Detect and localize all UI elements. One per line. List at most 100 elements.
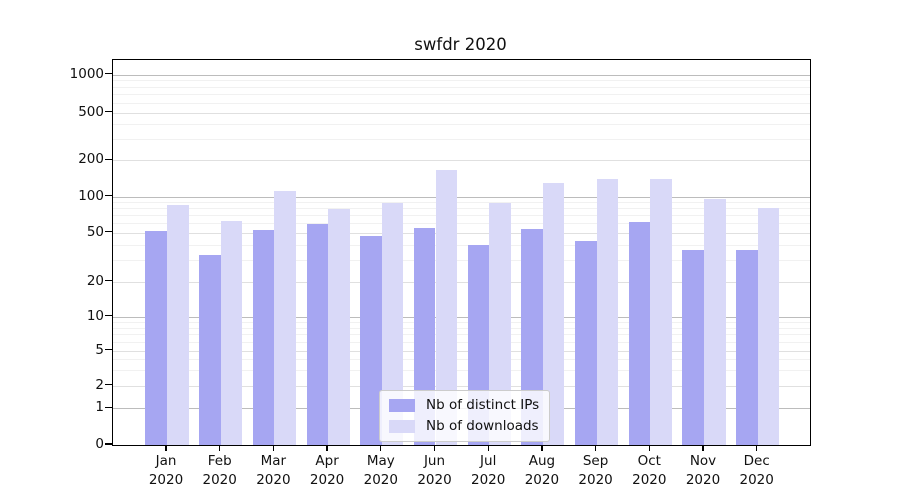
x-tick-mark xyxy=(326,445,328,451)
x-tick-label: Dec 2020 xyxy=(739,453,774,488)
bar xyxy=(167,205,189,445)
gridline xyxy=(113,86,810,88)
gridline xyxy=(113,359,810,360)
bar xyxy=(252,229,275,445)
x-tick-mark xyxy=(702,445,704,451)
x-tick-mark xyxy=(487,445,489,451)
legend-label-distinct-ips: Nb of distinct IPs xyxy=(426,397,540,413)
y-tick-mark xyxy=(105,110,112,113)
gridline xyxy=(113,350,810,352)
bar xyxy=(145,230,167,445)
x-tick-label: Mar 2020 xyxy=(256,453,291,488)
gridline xyxy=(113,259,810,261)
gridline xyxy=(113,385,810,387)
legend-item-downloads: Nb of downloads xyxy=(389,418,539,434)
gridline xyxy=(113,112,810,114)
bar xyxy=(757,208,780,445)
y-tick-mark xyxy=(105,383,112,386)
bar xyxy=(575,240,597,445)
gridline xyxy=(113,102,810,104)
y-tick-mark xyxy=(105,315,112,317)
gridline xyxy=(113,244,810,246)
y-tick-label: 100 xyxy=(78,187,104,204)
y-tick-mark xyxy=(105,443,112,445)
bar xyxy=(381,202,404,445)
bar xyxy=(704,198,726,445)
x-tick-mark xyxy=(219,445,221,451)
x-tick-label: May 2020 xyxy=(363,453,398,488)
y-tick-mark xyxy=(105,72,112,75)
bar xyxy=(199,254,221,445)
x-tick-label: Feb 2020 xyxy=(202,453,237,488)
gridline xyxy=(113,139,810,141)
bar xyxy=(274,191,296,445)
gridline xyxy=(113,94,810,96)
gridline xyxy=(113,196,810,198)
bar xyxy=(736,250,758,445)
x-tick-mark xyxy=(165,445,167,451)
legend-swatch-downloads xyxy=(389,419,415,433)
gridline xyxy=(113,334,810,336)
gridline xyxy=(113,341,810,343)
gridline xyxy=(113,80,810,82)
bar xyxy=(328,208,350,445)
gridline xyxy=(113,316,810,318)
gridline xyxy=(113,321,810,323)
x-tick-mark xyxy=(541,445,543,451)
bar xyxy=(489,203,511,445)
bar xyxy=(650,178,672,445)
gridline xyxy=(113,202,810,203)
y-tick-mark xyxy=(105,279,112,282)
legend-label-downloads: Nb of downloads xyxy=(426,418,539,434)
y-tick-mark xyxy=(105,231,112,233)
y-tick-mark xyxy=(105,194,112,197)
x-tick-label: Jul 2020 xyxy=(471,453,506,488)
gridline xyxy=(113,215,810,217)
bar xyxy=(682,250,704,445)
y-tick-label: 20 xyxy=(86,272,104,289)
y-tick-mark xyxy=(105,158,112,160)
x-tick-label: Apr 2020 xyxy=(309,453,345,488)
y-tick-label: 200 xyxy=(78,151,104,168)
gridline xyxy=(113,124,810,126)
y-tick-label: 500 xyxy=(78,103,104,120)
x-tick-label: Aug 2020 xyxy=(524,453,560,488)
legend-item-distinct-ips: Nb of distinct IPs xyxy=(389,397,539,413)
x-tick-mark xyxy=(272,445,275,451)
y-tick-label: 0 xyxy=(95,436,104,452)
y-tick-label: 10 xyxy=(86,307,104,324)
bar xyxy=(220,220,243,445)
x-tick-mark xyxy=(594,445,597,451)
gridline xyxy=(113,160,810,162)
gridline xyxy=(113,208,810,210)
plot-area: Nb of distinct IPs Nb of downloads xyxy=(112,59,811,446)
gridline xyxy=(113,327,810,329)
bar xyxy=(628,221,651,445)
gridline xyxy=(113,370,810,371)
x-tick-label: Nov 2020 xyxy=(685,453,721,488)
gridline xyxy=(113,232,810,234)
x-tick-label: Jun 2020 xyxy=(417,453,452,488)
x-tick-label: Oct 2020 xyxy=(632,453,667,488)
y-tick-mark xyxy=(105,348,112,351)
bar xyxy=(542,182,565,445)
bar xyxy=(306,224,329,445)
y-tick-label: 50 xyxy=(86,223,104,240)
y-tick-label: 5 xyxy=(95,341,104,358)
gridline xyxy=(113,281,810,283)
x-tick-mark xyxy=(433,445,436,451)
x-tick-label: Jan 2020 xyxy=(148,453,184,488)
y-tick-label: 1 xyxy=(95,399,104,416)
y-tick-label: 2 xyxy=(95,376,104,393)
y-tick-label: 1000 xyxy=(69,65,104,82)
gridline xyxy=(113,223,810,225)
x-tick-mark xyxy=(648,445,650,451)
chart-title: swfdr 2020 xyxy=(414,35,507,54)
x-tick-label: Sep 2020 xyxy=(578,453,613,488)
x-tick-mark xyxy=(756,445,758,451)
y-tick-mark xyxy=(105,406,112,408)
legend: Nb of distinct IPs Nb of downloads xyxy=(379,390,551,442)
bar xyxy=(596,178,619,445)
bar xyxy=(360,236,382,445)
